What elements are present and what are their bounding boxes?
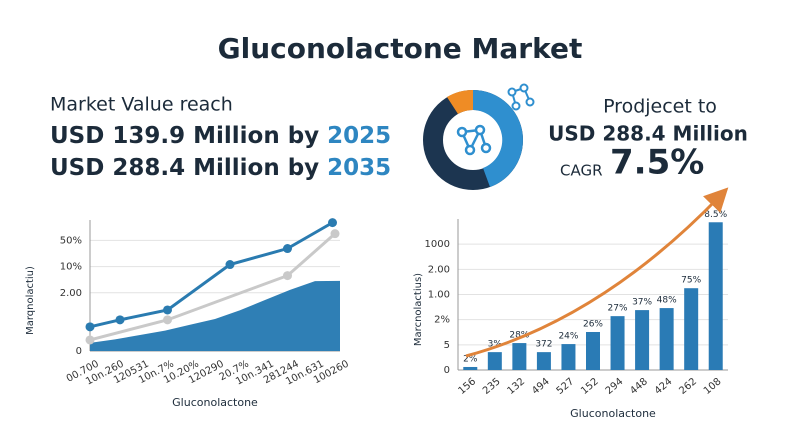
bar xyxy=(512,343,527,370)
value-text: USD 139.9 Million by xyxy=(50,123,327,149)
bar xyxy=(635,310,650,370)
line xyxy=(89,221,334,329)
marker xyxy=(283,271,292,281)
marker xyxy=(163,315,172,325)
bar-label: 27% xyxy=(608,304,628,314)
trend-arrow xyxy=(465,187,729,358)
bar-label: 75% xyxy=(681,276,701,286)
y-tick-label: 0 xyxy=(444,365,450,376)
marker xyxy=(328,218,337,228)
bar-label: 3% xyxy=(488,340,503,350)
area xyxy=(90,280,340,351)
marker xyxy=(85,335,95,345)
bar xyxy=(463,366,478,370)
y-axis-label: Marcnolactius) xyxy=(413,273,424,346)
bar-label: 2% xyxy=(463,354,478,364)
marker xyxy=(225,260,235,270)
x-axis-label: Gluconolactone xyxy=(570,407,656,420)
y-tick-label: 0 xyxy=(76,346,82,357)
bar xyxy=(487,352,502,370)
y-tick-label: 2% xyxy=(434,315,450,326)
y-tick-label: 5 xyxy=(444,340,450,351)
bar-label: 48% xyxy=(657,296,677,306)
line xyxy=(89,232,336,342)
marker xyxy=(283,244,292,254)
year-text: 2035 xyxy=(327,155,391,181)
value-text: USD 288.4 Million by xyxy=(50,155,327,181)
y-tick-label: 1.00 xyxy=(428,290,450,301)
marker xyxy=(115,315,125,325)
small-molecule-icon xyxy=(507,83,535,111)
marker xyxy=(85,322,95,332)
donut-segment xyxy=(473,90,523,187)
cagr-value: 7.5% xyxy=(610,143,704,183)
title: Gluconolactone Market xyxy=(218,32,583,65)
bar-label: 8.5% xyxy=(704,210,727,220)
y-tick-label: 50% xyxy=(60,235,82,246)
bar xyxy=(684,288,699,370)
left-line-2: USD 288.4 Million by 2035 xyxy=(50,155,391,181)
right-intro: Prodjecet to xyxy=(603,96,717,118)
marker xyxy=(163,305,172,315)
x-axis-label: Gluconolactone xyxy=(172,396,258,409)
year-text: 2025 xyxy=(327,123,391,149)
y-tick-label: 2.00 xyxy=(428,264,450,275)
bar xyxy=(586,331,600,370)
y-tick-label: 10% xyxy=(60,262,82,273)
bar-label: 37% xyxy=(632,298,652,308)
molecule-icon xyxy=(456,124,492,156)
bar xyxy=(536,352,551,370)
y-tick-label: 1000 xyxy=(425,239,450,250)
bar-label: 24% xyxy=(558,332,578,342)
left-intro: Market Value reach xyxy=(50,94,233,116)
bar-label: 26% xyxy=(583,319,603,329)
bar xyxy=(708,222,723,370)
cagr-label: CAGR xyxy=(560,162,603,180)
marker xyxy=(330,229,340,239)
donut-segment xyxy=(447,89,473,114)
bar xyxy=(659,308,674,370)
y-axis-label: Marqnolactiu) xyxy=(25,266,36,335)
y-tick-label: 2.00 xyxy=(60,288,82,299)
bar xyxy=(610,316,625,370)
right-value: USD 288.4 Million xyxy=(548,122,748,146)
bar-label: 372 xyxy=(535,340,552,350)
donut-icon xyxy=(423,83,535,190)
bar-label: 28% xyxy=(509,331,529,341)
left-line-1: USD 139.9 Million by 2025 xyxy=(50,123,391,149)
bar xyxy=(561,344,576,370)
